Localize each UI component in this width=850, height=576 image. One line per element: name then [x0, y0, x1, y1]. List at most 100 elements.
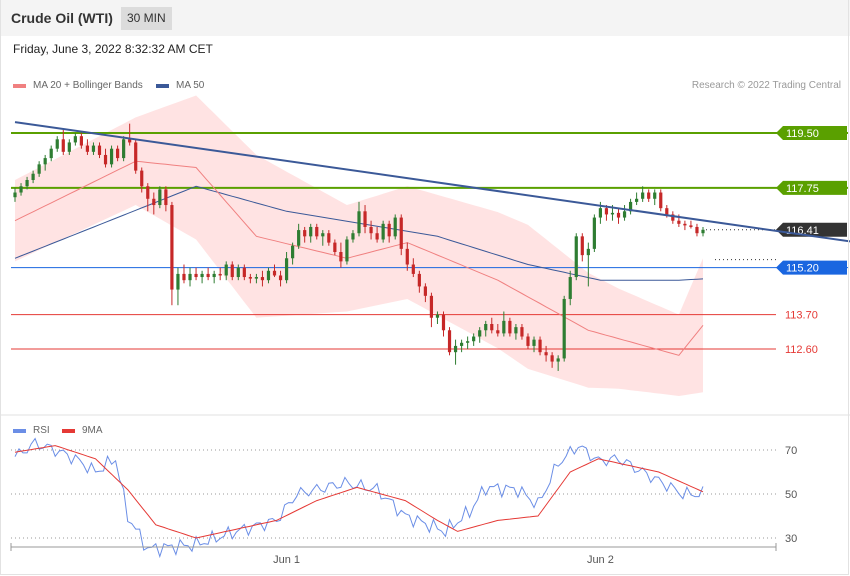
candle-body [49, 148, 53, 159]
candle-body [67, 142, 71, 152]
price-label-115.20: 115.20 [786, 263, 819, 275]
rsi-label: RSI [33, 425, 50, 436]
candle-body [218, 273, 222, 276]
candle-body [61, 139, 65, 152]
candle-body [568, 277, 572, 299]
candle-body [146, 186, 150, 199]
x-tick-label: Jun 1 [273, 554, 300, 566]
trendline [14, 121, 850, 243]
candle-body [459, 342, 464, 346]
candle-body [260, 277, 265, 281]
candle-body [212, 273, 216, 278]
candle-body [309, 226, 313, 237]
candle-body [91, 145, 96, 152]
candle-body [79, 136, 83, 146]
candle-body [435, 314, 440, 318]
rsi-line [14, 437, 704, 559]
candle-body [393, 217, 397, 237]
candle-body [315, 226, 319, 237]
candle-body [266, 270, 271, 281]
candle-body [115, 148, 120, 159]
candle-body [321, 233, 325, 237]
candle-body [580, 236, 584, 256]
candle-body [43, 158, 47, 165]
candle-body [140, 170, 144, 187]
candle-body [677, 220, 681, 224]
candle-body [635, 198, 639, 202]
candle-body [13, 192, 17, 198]
candle-body [369, 226, 373, 234]
candle-body [291, 245, 295, 259]
candle-body [327, 233, 331, 243]
candle-body [345, 239, 349, 262]
ma20-line [14, 160, 704, 356]
candle-body [659, 192, 663, 209]
candle-body [550, 355, 554, 362]
candle-body [671, 214, 675, 221]
price-label-117.75: 117.75 [786, 183, 819, 195]
candle-body [122, 139, 126, 159]
candle-body [514, 327, 518, 334]
candle-body [532, 339, 536, 346]
legend-ma50: MA 50 [156, 80, 204, 91]
candle-body [303, 230, 307, 237]
candle-body [683, 223, 687, 226]
candle-body [592, 217, 596, 249]
candle-body [272, 270, 277, 276]
rsi-ma-line [14, 445, 704, 539]
candle-body [164, 189, 168, 206]
chart-header: Crude Oil (WTI) 30 MIN [0, 0, 850, 36]
ma20-label: MA 20 + Bollinger Bands [33, 80, 143, 91]
candle-body [158, 189, 162, 206]
rsi-tick-70: 70 [785, 445, 797, 457]
candle-body [170, 205, 174, 290]
candle-body [610, 212, 615, 215]
candle-body [478, 330, 482, 337]
x-tick-label: Jun 2 [587, 554, 614, 566]
candle-body [97, 145, 102, 155]
price-tag-resistance [776, 126, 847, 141]
candle-body [502, 320, 506, 334]
candle-body [284, 258, 289, 281]
candle-body [526, 336, 530, 346]
candle-body [230, 264, 234, 278]
candle-body [701, 229, 705, 234]
candle-body [628, 201, 633, 212]
legend-rsi-ma: 9MA [62, 425, 103, 436]
candle-body [109, 148, 114, 165]
candle-body [423, 286, 427, 296]
candle-body [297, 230, 301, 246]
candle-body [363, 211, 367, 227]
rsi-ma-label: 9MA [82, 425, 103, 436]
candle-body [236, 267, 240, 278]
rsi-swatch [13, 428, 26, 433]
candle-body [85, 145, 90, 152]
candle-body [472, 336, 476, 342]
candle-body [381, 223, 385, 240]
timeframe-badge[interactable]: 30 MIN [121, 7, 172, 30]
candle-body [188, 273, 192, 281]
candle-body [562, 298, 566, 359]
candle-body [134, 142, 138, 171]
rsi-tick-30: 30 [785, 533, 797, 545]
ma50-swatch [156, 83, 169, 88]
candle-body [55, 139, 59, 149]
candle-body [128, 139, 132, 143]
candle-body [405, 248, 409, 265]
candle-body [411, 264, 415, 274]
candle-body [351, 233, 355, 240]
candle-body [496, 330, 500, 334]
price-label-112.60: 112.60 [785, 344, 818, 356]
candle-body [278, 275, 283, 281]
candle-body [200, 273, 204, 278]
candle-body [73, 136, 77, 143]
candle-body [647, 192, 651, 199]
candle-body [387, 223, 391, 237]
rsi-ma-swatch [62, 428, 75, 433]
price-label-113.70: 113.70 [785, 310, 818, 322]
candle-body [224, 264, 228, 276]
candle-body [429, 295, 434, 318]
candle-body [490, 324, 494, 331]
candle-body [375, 233, 379, 240]
